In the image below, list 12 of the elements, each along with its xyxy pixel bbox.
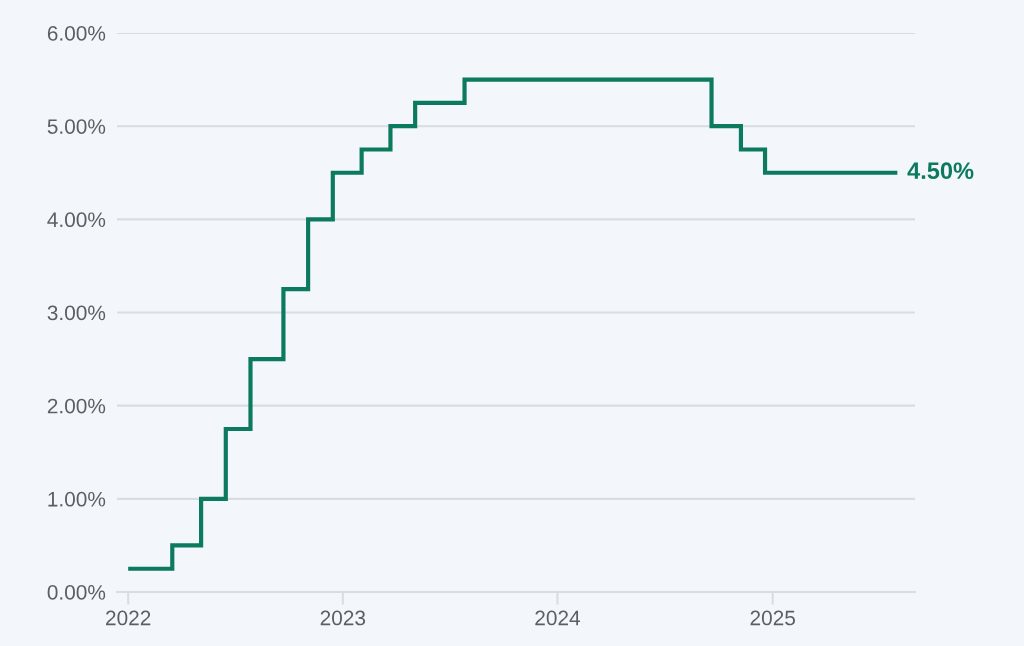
y-tick-label: 5.00% (47, 119, 106, 134)
y-tick-label: 6.00% (47, 26, 106, 41)
x-tick-label: 2024 (535, 610, 581, 626)
data-label: 4.50% (907, 162, 974, 180)
x-tick-label: 2022 (106, 610, 151, 626)
x-tick-label: 2025 (750, 610, 795, 626)
y-tick-label: 3.00% (47, 305, 106, 321)
x-tick-label: 2023 (320, 610, 366, 626)
y-tick-label: 1.00% (48, 491, 106, 507)
y-tick-label: 2.00% (47, 398, 106, 414)
y-tick-label: 0.00% (47, 585, 106, 600)
y-tick-label: 4.00% (47, 212, 106, 228)
